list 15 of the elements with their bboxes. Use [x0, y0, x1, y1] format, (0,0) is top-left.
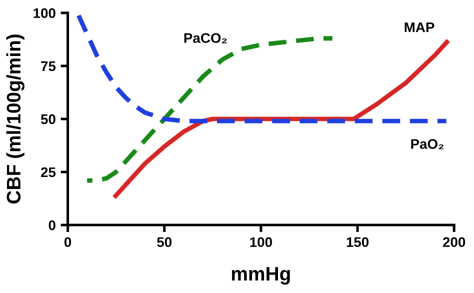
x-tick-label: 0 — [64, 237, 72, 248]
y-tick-label: 100 — [34, 8, 56, 18]
series-label: PaO₂ — [411, 139, 444, 150]
series-label: MAP — [404, 22, 434, 32]
x-tick-label: 200 — [442, 237, 466, 248]
y-tick-label: 0 — [48, 220, 56, 230]
x-tick-label: 100 — [250, 237, 272, 248]
x-axis-title: mmHg — [232, 267, 290, 285]
y-axis-title: CBF (ml/100g/min) — [6, 34, 24, 204]
series-label: PaCO₂ — [184, 33, 227, 44]
x-tick-label: 50 — [157, 237, 172, 248]
x-tick-label: 150 — [346, 237, 369, 248]
y-tick-label: 25 — [41, 167, 56, 178]
y-tick-label: 50 — [40, 114, 56, 124]
y-tick-label: 75 — [41, 61, 56, 72]
